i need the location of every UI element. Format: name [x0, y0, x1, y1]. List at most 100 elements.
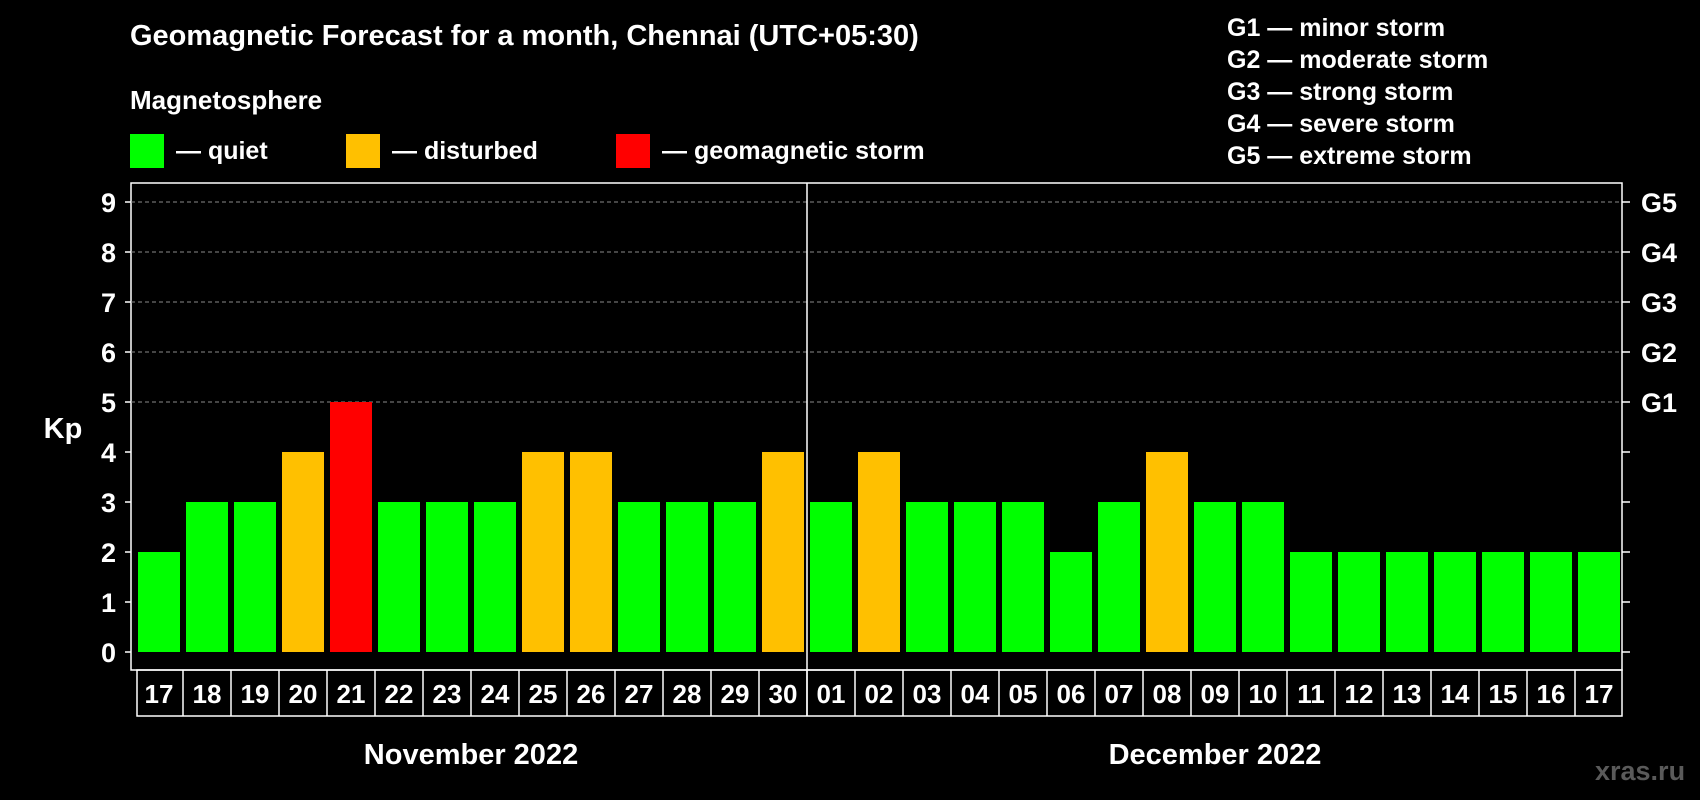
- bar-06-19: [1050, 552, 1092, 652]
- bar-03-16: [906, 502, 948, 652]
- date-label-28-11: 28: [673, 679, 702, 709]
- bar-10-23: [1242, 502, 1284, 652]
- g4-legend-entry: G4 — severe storm: [1227, 110, 1455, 138]
- date-label-09-22: 09: [1201, 679, 1230, 709]
- month-label-1: December 2022: [1109, 739, 1322, 771]
- bar-21-4: [330, 402, 372, 652]
- date-label-01-14: 01: [817, 679, 846, 709]
- bar-11-24: [1290, 552, 1332, 652]
- g-axis-label-G4: G4: [1641, 238, 1677, 268]
- bar-08-21: [1146, 452, 1188, 652]
- bar-07-20: [1098, 502, 1140, 652]
- date-cells-frame: [136, 669, 1623, 717]
- date-label-29-12: 29: [721, 679, 750, 709]
- bar-09-22: [1194, 502, 1236, 652]
- legend-item-quiet: — quiet: [130, 134, 268, 168]
- ytick-label-2: 2: [101, 538, 116, 568]
- bar-25-8: [522, 452, 564, 652]
- date-label-24-7: 24: [481, 679, 510, 709]
- date-label-20-3: 20: [289, 679, 318, 709]
- bar-01-14: [810, 502, 852, 652]
- ytick-label-1: 1: [101, 588, 116, 618]
- date-label-23-6: 23: [433, 679, 462, 709]
- bar-17-30: [1578, 552, 1620, 652]
- g-axis-label-G3: G3: [1641, 288, 1677, 318]
- ytick-label-0: 0: [101, 638, 116, 668]
- bar-18-1: [186, 502, 228, 652]
- bar-12-25: [1338, 552, 1380, 652]
- date-label-10-23: 10: [1249, 679, 1278, 709]
- g3-legend-entry: G3 — strong storm: [1227, 78, 1454, 106]
- date-label-22-5: 22: [385, 679, 414, 709]
- bar-30-13: [762, 452, 804, 652]
- bar-19-2: [234, 502, 276, 652]
- date-label-17-0: 17: [145, 679, 174, 709]
- date-label-21-4: 21: [337, 679, 366, 709]
- legend-label-quiet: — quiet: [176, 136, 268, 165]
- ytick-label-4: 4: [101, 438, 116, 468]
- date-label-06-19: 06: [1057, 679, 1086, 709]
- chart-title: Geomagnetic Forecast for a month, Chenna…: [130, 20, 919, 52]
- ytick-label-7: 7: [101, 288, 116, 318]
- date-label-03-16: 03: [913, 679, 942, 709]
- y-axis-label: Kp: [44, 413, 83, 445]
- ytick-label-5: 5: [101, 388, 116, 418]
- bar-14-27: [1434, 552, 1476, 652]
- bar-23-6: [426, 502, 468, 652]
- date-label-08-21: 08: [1153, 679, 1182, 709]
- date-label-25-8: 25: [529, 679, 558, 709]
- bar-04-17: [954, 502, 996, 652]
- date-label-18-1: 18: [193, 679, 222, 709]
- g-scale-legend: G1 — minor storm G2 — moderate storm G3 …: [1227, 12, 1488, 172]
- date-label-17-30: 17: [1585, 679, 1614, 709]
- legend-swatch-storm: [616, 134, 650, 168]
- date-label-16-29: 16: [1537, 679, 1566, 709]
- bar-27-10: [618, 502, 660, 652]
- g-axis-label-G2: G2: [1641, 338, 1677, 368]
- date-label-02-15: 02: [865, 679, 894, 709]
- bar-28-11: [666, 502, 708, 652]
- date-label-11-24: 11: [1297, 679, 1325, 709]
- bar-05-18: [1002, 502, 1044, 652]
- g-axis-label-G5: G5: [1641, 188, 1677, 218]
- date-label-19-2: 19: [241, 679, 270, 709]
- bar-17-0: [138, 552, 180, 652]
- legend-heading: Magnetosphere: [130, 85, 323, 115]
- date-label-15-28: 15: [1489, 679, 1518, 709]
- legend-label-disturbed: — disturbed: [392, 136, 538, 165]
- g2-legend-entry: G2 — moderate storm: [1227, 46, 1489, 74]
- date-label-05-18: 05: [1009, 679, 1038, 709]
- bar-02-15: [858, 452, 900, 652]
- g-axis-label-G1: G1: [1641, 388, 1677, 418]
- bar-16-29: [1530, 552, 1572, 652]
- date-label-26-9: 26: [577, 679, 606, 709]
- date-label-07-20: 07: [1105, 679, 1134, 709]
- bar-22-5: [378, 502, 420, 652]
- month-label-0: November 2022: [364, 739, 578, 771]
- ytick-label-8: 8: [101, 238, 116, 268]
- bar-26-9: [570, 452, 612, 652]
- watermark: xras.ru: [1595, 756, 1686, 786]
- date-label-30-13: 30: [769, 679, 798, 709]
- ytick-label-9: 9: [101, 188, 116, 218]
- legend-swatch-disturbed: [346, 134, 380, 168]
- date-label-13-26: 13: [1393, 679, 1422, 709]
- ytick-label-3: 3: [101, 488, 116, 518]
- bar-13-26: [1386, 552, 1428, 652]
- date-label-27-10: 27: [625, 679, 654, 709]
- bar-24-7: [474, 502, 516, 652]
- ytick-label-6: 6: [101, 338, 116, 368]
- date-label-12-25: 12: [1345, 679, 1374, 709]
- legend-swatch-quiet: [130, 134, 164, 168]
- date-label-14-27: 14: [1441, 679, 1470, 709]
- g5-legend-entry: G5 — extreme storm: [1227, 142, 1472, 170]
- bar-29-12: [714, 502, 756, 652]
- bar-20-3: [282, 452, 324, 652]
- legend-item-storm: — geomagnetic storm: [616, 134, 925, 168]
- g1-legend-entry: G1 — minor storm: [1227, 14, 1446, 42]
- legend-item-disturbed: — disturbed: [346, 134, 538, 168]
- legend-label-storm: — geomagnetic storm: [662, 136, 925, 165]
- date-label-04-17: 04: [961, 679, 990, 709]
- bar-15-28: [1482, 552, 1524, 652]
